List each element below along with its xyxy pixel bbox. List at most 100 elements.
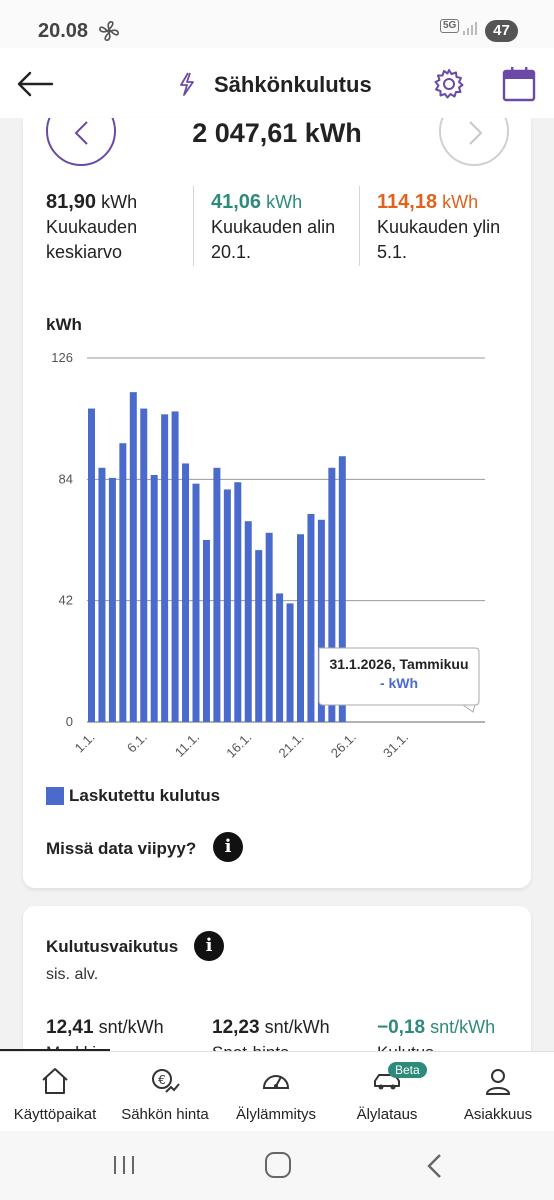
stat-value: −0,18 <box>377 1017 426 1038</box>
chart-bar <box>328 467 336 722</box>
x-tick-label: 6.1. <box>124 730 150 756</box>
x-tick-label: 11.1. <box>172 730 202 760</box>
stat-value: 114,18 <box>377 191 438 213</box>
stat-lowest: 41,06 kWh Kuukauden alin 20.1. <box>211 190 335 265</box>
calendar-icon[interactable] <box>502 66 536 102</box>
app-header: Sähkönkulutus <box>0 48 554 118</box>
chart-bar <box>140 408 148 722</box>
nav-item-kayttopaikat[interactable]: Käyttöpaikat <box>0 1052 110 1132</box>
stat-unit: snt/kWh <box>264 1017 330 1037</box>
chart-bar <box>244 521 252 722</box>
chart-tooltip <box>318 647 480 713</box>
nav-label: Älylataus <box>356 1106 418 1123</box>
impact-subtitle: sis. alv. <box>46 966 99 983</box>
chart-bar <box>317 519 325 722</box>
y-tick-label: 126 <box>51 350 73 365</box>
person-icon <box>485 1069 511 1095</box>
price-icon: € <box>152 1069 180 1093</box>
page-title: Sähkönkulutus <box>214 72 372 97</box>
chart-bar <box>182 463 190 722</box>
impact-stat: 12,41 snt/kWh <box>46 1017 164 1039</box>
stat-value: 41,06 <box>211 191 262 213</box>
stat-label: Kuukauden <box>46 217 138 237</box>
stat-label-2: 5.1. <box>377 242 408 262</box>
legend-swatch <box>46 787 64 805</box>
info-icon[interactable]: i <box>194 931 224 961</box>
chart-bar <box>88 408 95 722</box>
stat-label-2: keskiarvo <box>46 242 123 262</box>
divider <box>193 186 194 266</box>
home-icon <box>42 1068 68 1094</box>
chart-bar <box>223 489 231 722</box>
chart-bar <box>119 443 127 722</box>
nav-label: Asiakkuus <box>463 1106 533 1123</box>
chart-bar <box>255 550 263 722</box>
nav-item-alylataus[interactable]: Älylataus <box>332 1052 442 1132</box>
tooltip-date: 31.1.2026, Tammikuu <box>329 656 468 672</box>
chart-bar <box>98 467 106 722</box>
recent-apps-icon[interactable] <box>112 1153 136 1177</box>
stat-label: Kuukauden ylin <box>377 217 501 237</box>
nav-label: Älylämmitys <box>235 1106 316 1123</box>
impact-title: Kulutusvaikutus <box>46 937 179 956</box>
nav-item-asiakkuus[interactable]: Asiakkuus <box>443 1052 553 1132</box>
chart-bar <box>108 477 116 722</box>
stat-unit: kWh <box>101 192 138 212</box>
home-button[interactable] <box>265 1152 291 1178</box>
stat-unit: snt/kWh <box>430 1017 496 1037</box>
fan-icon <box>99 21 119 41</box>
chart-bar <box>202 540 210 722</box>
x-tick-label: 31.1. <box>380 730 411 761</box>
chevron-right-icon <box>469 121 483 145</box>
chart-bar <box>307 514 315 722</box>
nav-item-sahkon-hinta[interactable]: € Sähkön hinta <box>110 1052 220 1132</box>
x-tick-label: 26.1. <box>328 730 359 761</box>
x-tick-label: 1.1. <box>72 730 98 756</box>
status-time: 20.08 <box>38 20 89 42</box>
info-icon[interactable]: i <box>213 832 243 862</box>
chart-bar <box>213 467 221 722</box>
stat-label: Kuukauden alin <box>211 217 336 237</box>
gauge-icon <box>262 1075 290 1089</box>
system-navigation-bar <box>0 1131 554 1200</box>
nav-item-alylammitys[interactable]: Älylämmitys <box>221 1052 331 1132</box>
lightning-icon <box>180 72 194 96</box>
stat-highest: 114,18 kWh Kuukauden ylin 5.1. <box>377 190 500 265</box>
gear-icon[interactable] <box>432 67 466 101</box>
chart-bar <box>297 534 304 722</box>
chart-bar <box>161 414 169 722</box>
system-back-icon[interactable] <box>424 1153 444 1179</box>
total-consumption: 2 047,61 kWh <box>192 118 362 148</box>
stat-value: 12,41 <box>46 1017 94 1038</box>
impact-stat: 12,23 snt/kWh <box>212 1017 330 1039</box>
stat-average: 81,90 kWh Kuukauden keskiarvo <box>46 190 137 265</box>
stat-unit: snt/kWh <box>98 1017 164 1037</box>
stat-value: 81,90 <box>46 191 97 213</box>
beta-badge: Beta <box>388 1062 427 1078</box>
chart-bar <box>150 475 158 722</box>
signal-icon <box>463 22 477 35</box>
svg-text:€: € <box>158 1073 166 1087</box>
chart-bar <box>234 482 242 722</box>
stat-value: 12,23 <box>212 1017 260 1038</box>
stat-unit: kWh <box>266 192 303 212</box>
chart-bar <box>265 532 273 722</box>
battery-indicator: 47 <box>485 20 518 42</box>
chart-bar <box>171 411 179 722</box>
x-tick-label: 16.1. <box>223 730 254 761</box>
stat-label-2: 20.1. <box>211 242 252 262</box>
consumption-card: 2 047,61 kWh 81,90 kWh Kuukauden keskiar… <box>23 118 531 888</box>
consumption-bar-chart[interactable]: kWh 0 42 84 126 1.1. 6.1. 11.1. 16.1. 21.1. 26.1. 3… <box>23 308 531 768</box>
back-arrow-icon[interactable] <box>16 67 54 101</box>
bottom-navigation: Käyttöpaikat € Sähkön hinta Älylämmitys … <box>0 1051 554 1131</box>
y-tick-label: 0 <box>66 714 73 729</box>
stat-unit: kWh <box>442 192 479 212</box>
nav-label: Käyttöpaikat <box>13 1106 97 1123</box>
data-delay-label[interactable]: Missä data viipyy? <box>46 839 197 858</box>
y-axis-label: kWh <box>46 315 82 334</box>
chevron-left-icon <box>74 121 88 145</box>
tooltip-value: - kWh <box>380 675 418 691</box>
divider <box>359 186 360 266</box>
chart-bar <box>192 483 200 722</box>
impact-stat: −0,18 snt/kWh <box>377 1017 495 1039</box>
